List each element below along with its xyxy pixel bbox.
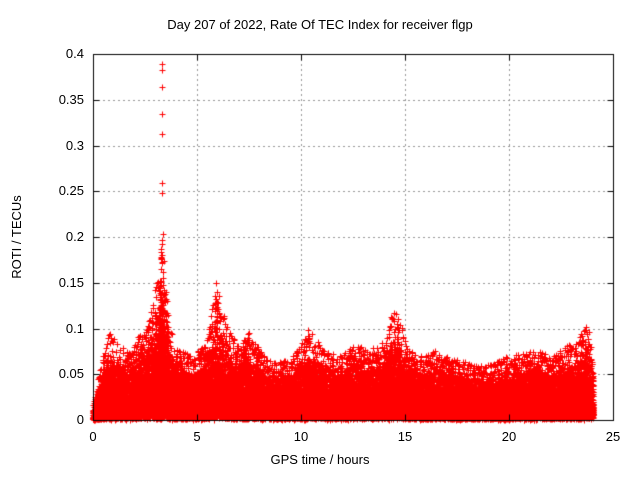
- y-tick-label: 0.3: [65, 137, 84, 153]
- x-tick-label: 10: [293, 429, 309, 444]
- x-tick-label: 15: [397, 429, 413, 444]
- y-axis-label: ROTI / TECUs: [9, 195, 24, 279]
- y-tick-label: 0.2: [65, 229, 84, 244]
- x-tick-label: 5: [193, 429, 201, 444]
- x-tick-label: 25: [605, 429, 621, 444]
- y-tick-label: 0.05: [58, 366, 84, 382]
- y-tick-label: 0: [76, 412, 84, 427]
- y-tick-label: 0.1: [65, 320, 84, 336]
- x-tick-label: 20: [501, 429, 517, 444]
- y-tick-label: 0.15: [58, 274, 84, 290]
- x-tick-label: 0: [89, 429, 97, 444]
- y-tick-label: 0.25: [58, 183, 84, 199]
- x-axis-label: GPS time / hours: [270, 452, 370, 467]
- y-tick-label: 0.35: [58, 91, 84, 107]
- y-tick-label: 0.4: [65, 46, 84, 61]
